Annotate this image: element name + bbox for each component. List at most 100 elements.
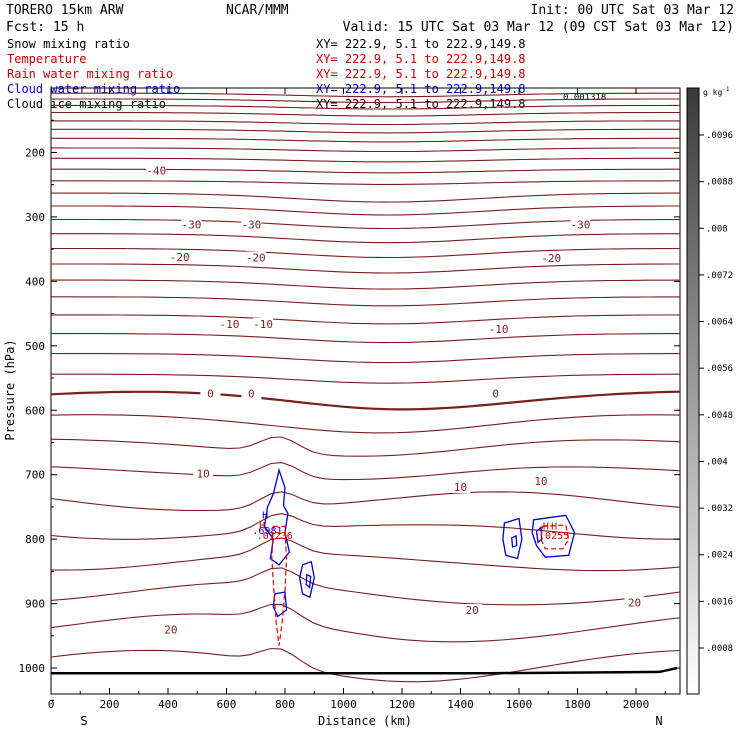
isotherm-line <box>50 537 680 572</box>
isotherm-label: -30 <box>570 219 590 232</box>
extremum-label: H <box>259 521 265 532</box>
cloud-water-contour <box>535 526 543 544</box>
colorbar-tick-label: .004 <box>706 457 728 467</box>
isotherm-line <box>51 279 680 290</box>
plot-frame <box>50 87 681 695</box>
isotherm-label: 10 <box>196 467 209 480</box>
extremum-label: H <box>262 511 268 522</box>
isotherm-line <box>51 147 680 153</box>
x-tick-label: 1000 <box>330 698 357 711</box>
x-tick-label: 200 <box>100 698 120 711</box>
x-tick-label: 1400 <box>447 698 474 711</box>
x-tick-label: 1800 <box>564 698 591 711</box>
isotherm-line <box>51 296 680 307</box>
rain-water-contour <box>271 525 288 646</box>
x-end-label-left: S <box>80 714 87 728</box>
isotherm-label-bg <box>570 218 591 231</box>
colorbar-tick-label: .0056 <box>706 364 733 374</box>
y-tick-label: 900 <box>25 598 45 611</box>
x-axis-title: Distance (km) <box>318 714 412 728</box>
colorbar-tick-label: .0016 <box>706 597 733 607</box>
isotherm-line <box>50 436 680 457</box>
isotherm-label-bg <box>241 387 262 400</box>
isotherm-line <box>51 120 680 126</box>
isotherm-label-bg <box>462 604 483 617</box>
isotherm-label-bg <box>530 475 551 488</box>
x-tick-label: 0 <box>48 698 55 711</box>
y-tick-label: 700 <box>25 469 45 482</box>
isotherm-line <box>51 192 680 203</box>
colorbar-tick-label: .0008 <box>706 644 733 654</box>
isotherm-label: -40 <box>146 164 166 177</box>
x-tick-label: 1600 <box>506 698 533 711</box>
isotherm-label: 0 <box>248 387 255 400</box>
axes: 0 200 400 600 800 1000 1200 1400 1600 1800 2000200… <box>19 88 680 711</box>
colorbar-tick-label: .008 <box>706 224 728 234</box>
colorbar-tick-label: .0064 <box>706 318 733 328</box>
colorbar-tick-label: .0048 <box>706 411 733 421</box>
valid-label: Valid: 15 UTC Sat 03 Mar 12 (09 CST Sat … <box>343 20 734 35</box>
isotherm-label: -10 <box>489 323 509 336</box>
isotherm-line <box>50 491 680 512</box>
isotherm-label-bg <box>624 596 645 609</box>
colorbar-tick-label: .0088 <box>706 178 733 188</box>
isotherm-label-bg <box>245 251 266 264</box>
isotherm-line <box>51 157 680 163</box>
cloud-water-contour <box>511 534 518 548</box>
extremum-label: H <box>551 521 557 532</box>
y-tick-label: 600 <box>25 404 45 417</box>
x-tick-label: 1200 <box>389 698 416 711</box>
extremum-label: .01236 <box>257 531 293 542</box>
isotherm-label: 0 <box>207 387 214 400</box>
isotherm-label-bg <box>146 164 167 177</box>
isotherm-label: 10 <box>534 475 547 488</box>
isotherm-label: -20 <box>246 252 266 265</box>
y-tick-label: 300 <box>25 211 45 224</box>
cloud-water-contour <box>263 467 291 566</box>
isotherm-label: -30 <box>241 219 261 232</box>
isotherm-line <box>51 137 680 143</box>
isotherm-label: -30 <box>181 219 201 232</box>
colorbar: .0096 .0088 .008 .0072 .0064 .0056 .0048 .004 .0… <box>686 86 733 695</box>
center-label: NCAR/MMM <box>226 3 289 18</box>
isotherm-label: 20 <box>164 623 177 636</box>
extremum-label: .0255 <box>539 531 569 542</box>
isotherm-label-bg <box>450 480 471 493</box>
isotherm-line <box>50 567 680 606</box>
y-tick-label: 1000 <box>19 662 46 675</box>
isotherm-label: 20 <box>628 596 641 609</box>
cloud-water-contour <box>531 514 576 558</box>
isotherm-line <box>51 168 680 174</box>
field-xy-rain: XY= 222.9, 5.1 to 222.9,149.8 <box>316 67 526 81</box>
isotherm-label-bg <box>193 467 214 480</box>
isotherm-label: -20 <box>170 251 190 264</box>
init-label: Init: 00 UTC Sat 03 Mar 12 <box>531 3 735 18</box>
isotherm-label-bg <box>488 323 509 336</box>
cloud-water-contour <box>272 591 288 618</box>
isotherm-line <box>51 247 680 259</box>
model-label: TORERO 15km ARW <box>6 3 124 18</box>
isotherm-label: 0 <box>492 387 499 400</box>
field-name-cloud-ice: Cloud ice mixing ratio <box>7 97 166 111</box>
isotherm-label-bg <box>219 317 240 330</box>
isotherm-line <box>51 333 680 344</box>
isotherm-line <box>50 352 680 364</box>
colorbar-tick-label: .0096 <box>706 131 733 141</box>
x-tick-label: 2000 <box>623 698 650 711</box>
colorbar-ramp <box>686 87 700 695</box>
colorbar-unit: g kg-1 <box>703 86 730 97</box>
isotherm-line <box>50 390 680 411</box>
cloud-water-contour <box>298 560 315 599</box>
isotherm-line <box>51 314 680 325</box>
isotherm-line <box>51 104 680 110</box>
isotherm-line <box>50 513 680 540</box>
isotherm-line <box>50 462 680 481</box>
cloud-water-contour <box>305 573 312 589</box>
temperature-isotherms <box>50 92 680 683</box>
isotherm-label-bg <box>241 218 262 231</box>
rain-water-contour <box>540 524 570 550</box>
field-name-temperature: Temperature <box>7 52 86 66</box>
ground-line <box>51 666 678 675</box>
